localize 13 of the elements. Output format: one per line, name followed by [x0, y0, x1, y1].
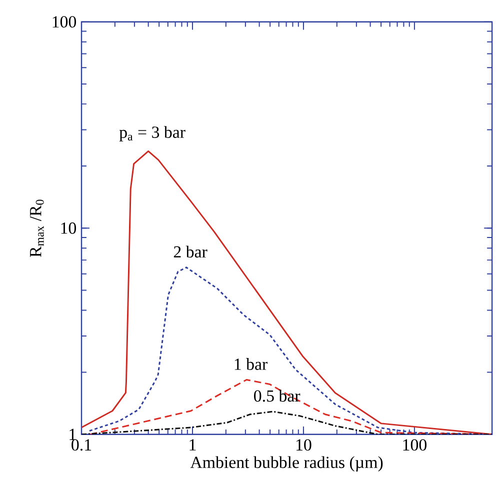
- x-axis-title: Ambient bubble radius (µm): [190, 456, 383, 472]
- annotation: 1 bar: [234, 358, 268, 370]
- annotation: 0.5 bar: [254, 390, 300, 402]
- y-tick-label: 10: [61, 222, 76, 234]
- x-tick-label: 10: [296, 439, 312, 451]
- x-tick-label: 100: [403, 439, 426, 451]
- x-tick-label: 0.1: [72, 439, 92, 451]
- x-tick-label: 1: [190, 439, 196, 450]
- y-tick-label: 1: [70, 428, 76, 440]
- annotation: 2 bar: [174, 246, 208, 258]
- y-tick-label: 100: [52, 16, 76, 28]
- y-axis-title: R$_{max}$ /R$_{0}$: [30, 200, 44, 257]
- annotation: p$_{a}$ = 3 bar: [119, 126, 186, 142]
